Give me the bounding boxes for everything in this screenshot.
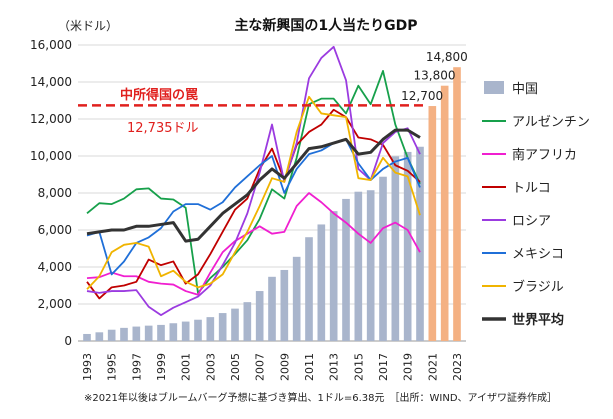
china-bar — [280, 269, 289, 341]
china-bar — [144, 325, 153, 341]
legend-label: 世界平均 — [512, 312, 564, 328]
china-bar — [305, 237, 313, 341]
legend-label: ロシア — [512, 214, 551, 229]
x-tick-label: 2015 — [352, 353, 365, 381]
china-bar — [403, 151, 412, 341]
series-line — [86, 95, 421, 290]
y-tick-label: 8,000 — [38, 186, 72, 200]
china-bar — [354, 191, 363, 341]
china-bar — [120, 327, 128, 341]
y-axis-unit-label: （米ドル） — [58, 19, 118, 33]
china-bar — [132, 326, 141, 341]
china-bar — [379, 176, 387, 341]
chart-title: 主な新興国の1人当たりGDP — [234, 17, 417, 34]
legend-label: アルゼンチン — [512, 115, 590, 130]
china-bar — [231, 308, 239, 341]
china-bar — [416, 146, 424, 341]
y-tick-label: 10,000 — [30, 149, 72, 163]
x-tick-label: 1993 — [81, 353, 94, 381]
x-tick-label: 2005 — [229, 353, 242, 381]
china-bar — [292, 256, 301, 341]
middle-income-trap-value: 12,735ドル — [127, 121, 199, 136]
y-tick-label: 12,000 — [30, 112, 72, 126]
china-bar — [218, 313, 227, 341]
y-tick-label: 14,000 — [30, 75, 72, 89]
legend-label: 中国 — [512, 82, 538, 97]
legend-swatch — [484, 81, 504, 94]
y-tick-label: 4,000 — [38, 260, 72, 274]
legend-label: ブラジル — [512, 279, 564, 295]
china-bar — [169, 323, 178, 341]
x-tick-label: 2021 — [426, 353, 439, 381]
series-line — [86, 45, 421, 317]
china-forecast-bars — [428, 67, 461, 341]
footnote: ※2021年以後はブルームバーグ予想に基づき算出、1ドル=6.38元 ［出所：W… — [84, 391, 557, 404]
china-bar — [366, 190, 375, 341]
china-bar — [391, 156, 400, 341]
x-tick-label: 2011 — [303, 353, 316, 381]
series-line — [86, 138, 421, 276]
china-bar — [83, 333, 91, 341]
middle-income-trap-label: 中所得国の罠 — [120, 87, 198, 103]
x-tick-label: 2017 — [377, 353, 390, 381]
y-tick-label: 2,000 — [38, 297, 72, 311]
china-bar — [107, 329, 116, 341]
china-bar — [194, 319, 202, 341]
china-bar — [157, 324, 165, 341]
y-tick-label: 16,000 — [30, 38, 72, 52]
y-tick-label: 0 — [64, 334, 72, 348]
x-tick-label: 1997 — [130, 353, 143, 381]
forecast-value-labels: 12,700 13,800 14,800 — [401, 50, 468, 103]
forecast-value-label: 14,800 — [426, 50, 468, 64]
x-axis-ticks: 1993 1995 1997 1999 2001 2003 2005 2007 2009 2011… — [81, 353, 464, 381]
china-bar — [317, 224, 326, 341]
forecast-value-label: 13,800 — [413, 69, 455, 83]
forecast-value-label: 12,700 — [401, 89, 443, 103]
china-bar — [181, 321, 190, 341]
china-bar — [342, 198, 350, 341]
x-tick-label: 2009 — [278, 353, 291, 381]
y-tick-label: 6,000 — [38, 223, 72, 237]
x-tick-label: 2007 — [254, 353, 267, 381]
china-bar — [329, 211, 338, 341]
legend-label: メキシコ — [512, 247, 564, 262]
china-bar — [206, 317, 215, 341]
x-tick-label: 1999 — [155, 353, 168, 381]
x-tick-label: 2023 — [451, 353, 464, 381]
legend-label: 南アフリカ — [512, 147, 577, 163]
china-bar — [243, 302, 252, 341]
x-tick-label: 1995 — [106, 353, 119, 381]
china-bar — [95, 332, 104, 341]
x-tick-label: 2013 — [328, 353, 341, 381]
china-forecast-bar — [453, 67, 461, 341]
series-line — [86, 192, 421, 296]
series-line — [86, 108, 421, 300]
series-lines — [86, 45, 421, 317]
x-tick-label: 2003 — [204, 353, 217, 381]
y-axis-ticks: 0 2,000 4,000 6,000 8,000 10,000 12,000 14,000 1… — [30, 38, 72, 348]
china-forecast-bar — [428, 106, 437, 341]
x-tick-label: 2019 — [402, 353, 415, 381]
china-forecast-bar — [440, 85, 449, 341]
legend-label: トルコ — [512, 181, 551, 196]
china-bar — [255, 291, 264, 341]
china-bar — [268, 276, 276, 341]
china-bars — [83, 146, 424, 341]
x-tick-label: 2001 — [180, 353, 193, 381]
series-line — [86, 128, 421, 243]
